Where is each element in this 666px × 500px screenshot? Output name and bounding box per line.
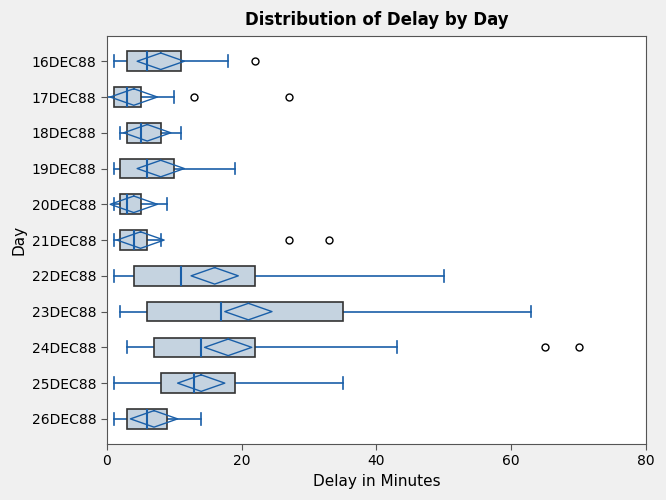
FancyBboxPatch shape (121, 230, 147, 250)
FancyBboxPatch shape (161, 374, 235, 393)
FancyBboxPatch shape (114, 87, 141, 107)
FancyBboxPatch shape (127, 409, 167, 428)
FancyBboxPatch shape (134, 266, 255, 285)
FancyBboxPatch shape (154, 338, 255, 357)
FancyBboxPatch shape (127, 123, 161, 142)
FancyBboxPatch shape (147, 302, 343, 322)
FancyBboxPatch shape (127, 52, 181, 71)
Title: Distribution of Delay by Day: Distribution of Delay by Day (244, 11, 508, 29)
FancyBboxPatch shape (121, 158, 174, 178)
FancyBboxPatch shape (121, 194, 141, 214)
Y-axis label: Day: Day (11, 225, 26, 255)
X-axis label: Delay in Minutes: Delay in Minutes (312, 474, 440, 489)
